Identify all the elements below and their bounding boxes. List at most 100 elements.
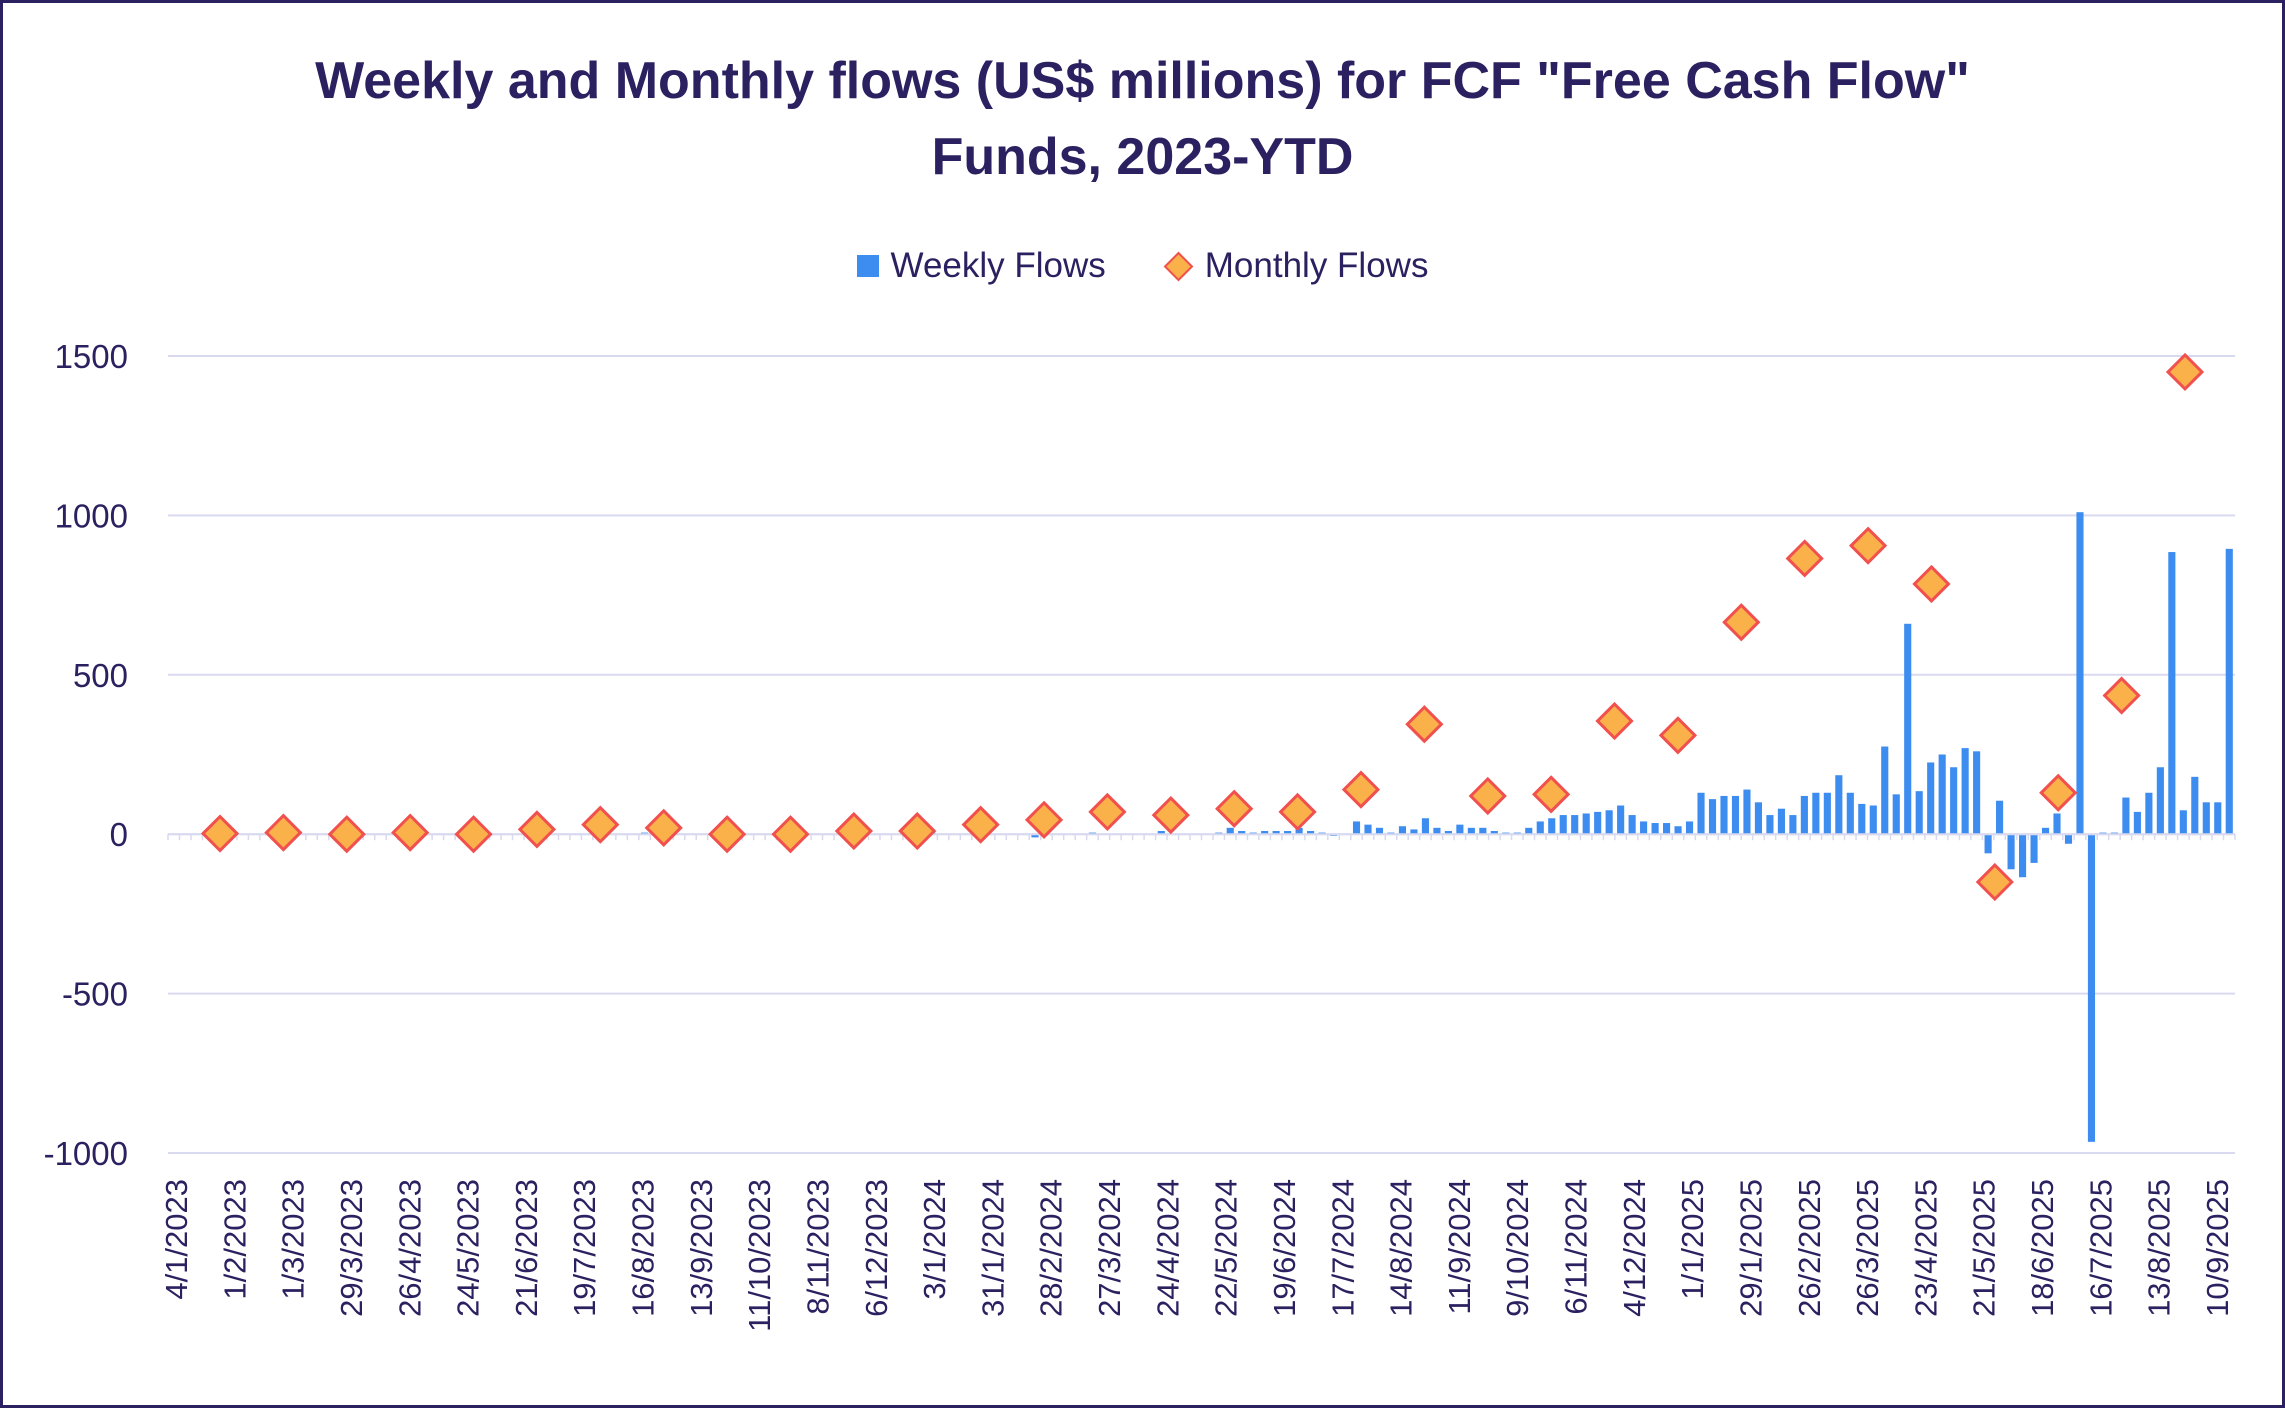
weekly-bar (2041, 827, 2050, 835)
x-tick-label: 10/9/2025 (2200, 1179, 2235, 1317)
x-tick-label: 17/7/2024 (1325, 1179, 1360, 1317)
weekly-bar (1950, 767, 1958, 835)
monthly-marker (834, 811, 873, 851)
weekly-bar (2191, 776, 2199, 835)
monthly-marker (1341, 770, 1381, 809)
weekly-bar (1571, 815, 1579, 835)
x-tick-label: 19/6/2024 (1267, 1179, 1302, 1317)
weekly-bar (1892, 794, 1900, 835)
x-tick-label: 16/8/2023 (626, 1179, 661, 1317)
weekly-bar (1823, 792, 1831, 835)
weekly-bar (1881, 746, 1889, 835)
weekly-bar (1559, 815, 1567, 835)
monthly-marker (327, 815, 366, 854)
x-tick-label: 3/1/2024 (917, 1179, 952, 1300)
weekly-bar (1731, 795, 1740, 835)
monthly-marker (1912, 564, 1951, 604)
x-tick-label: 22/5/2024 (1209, 1179, 1244, 1317)
monthly-marker (2039, 773, 2078, 812)
weekly-bar (2076, 512, 2084, 835)
weekly-bar (2202, 802, 2210, 835)
x-tick-label: 6/11/2024 (1559, 1179, 1594, 1315)
weekly-bar (1421, 818, 1429, 835)
gridlines (168, 355, 2235, 1154)
weekly-bar (1261, 831, 1269, 835)
weekly-bar (1708, 799, 1717, 835)
monthly-marker (1785, 539, 1824, 578)
y-tick-label: 1500 (55, 338, 128, 375)
weekly-bar (2030, 834, 2038, 863)
weekly-bar (2007, 834, 2015, 870)
weekly-bar (1777, 808, 1785, 835)
weekly-bar (1479, 827, 1487, 835)
weekly-bar (2156, 767, 2164, 835)
x-tick-label: 24/5/2023 (451, 1179, 486, 1317)
weekly-bar (1915, 791, 1923, 835)
weekly-bar (1582, 813, 1590, 835)
weekly-bar (1594, 811, 1602, 835)
weekly-bar (1295, 827, 1303, 835)
weekly-bar (1284, 831, 1292, 835)
monthly-marker (391, 813, 430, 852)
monthly-markers (200, 352, 2205, 902)
weekly-bar (2225, 548, 2233, 835)
y-tick-label: 0 (110, 816, 128, 853)
monthly-marker (264, 813, 303, 852)
x-tick-label: 1/1/2025 (1675, 1179, 1710, 1300)
x-tick-label: 26/4/2023 (392, 1179, 427, 1317)
weekly-bar (1364, 824, 1372, 835)
monthly-marker (1532, 775, 1571, 814)
weekly-bar (1697, 792, 1705, 835)
x-tick-label: 26/2/2025 (1792, 1179, 1827, 1317)
monthly-marker (644, 808, 683, 847)
monthly-marker (2102, 676, 2141, 715)
weekly-bar (1548, 818, 1556, 835)
monthly-marker (707, 815, 747, 854)
weekly-bar (2168, 552, 2176, 835)
legend-item-weekly: Weekly Flows (856, 246, 1106, 286)
monthly-marker (1468, 776, 1507, 816)
weekly-bar (1835, 775, 1843, 835)
weekly-bar (1663, 823, 1671, 835)
weekly-bar (1525, 827, 1533, 835)
x-tick-label: 11/10/2023 (742, 1179, 777, 1332)
monthly-marker (1658, 716, 1698, 755)
monthly-marker (898, 811, 937, 851)
monthly-marker (1024, 800, 1064, 839)
weekly-bar (1996, 800, 2004, 835)
weekly-bar (1789, 815, 1797, 835)
weekly-bar (1651, 823, 1659, 835)
weekly-bar (1307, 831, 1315, 835)
monthly-marker (1595, 701, 1634, 741)
plot-area: -1000 -500 0 500 1000 1500 4/1/2023 1/2/2023 1/… (44, 338, 2236, 1332)
x-tick-label: 28/2/2024 (1034, 1179, 1069, 1317)
weekly-bar (2214, 802, 2222, 835)
weekly-bar (1410, 829, 1418, 835)
monthly-marker (1975, 862, 2014, 902)
legend-label-monthly: Monthly Flows (1204, 246, 1429, 285)
monthly-marker (1151, 795, 1190, 835)
x-tick-label: 21/6/2023 (509, 1179, 544, 1317)
weekly-bar (1617, 805, 1625, 835)
monthly-marker (454, 815, 493, 854)
chart-title-line-1: Weekly and Monthly flows (US$ millions) … (315, 52, 1970, 110)
weekly-bar (1536, 821, 1544, 835)
monthly-marker (771, 815, 810, 854)
weekly-bar (2064, 834, 2073, 844)
weekly-bar (1800, 795, 1808, 835)
x-tick-label: 13/9/2023 (684, 1179, 719, 1317)
monthly-marker (1722, 603, 1761, 642)
weekly-bar (1628, 815, 1636, 835)
weekly-bar (2179, 810, 2187, 835)
weekly-bar (1961, 748, 1969, 835)
x-tick-label: 13/8/2025 (2142, 1179, 2177, 1317)
weekly-bar (1157, 831, 1165, 835)
chart-title-line-2: Funds, 2023-YTD (931, 128, 1354, 186)
weekly-bar (1375, 827, 1384, 835)
legend-swatch-weekly (856, 255, 879, 277)
weekly-bar (2122, 797, 2130, 835)
x-tick-label: 4/12/2024 (1617, 1179, 1652, 1317)
weekly-bar (1490, 831, 1498, 835)
weekly-bar (1456, 824, 1464, 835)
monthly-marker (1215, 789, 1254, 828)
